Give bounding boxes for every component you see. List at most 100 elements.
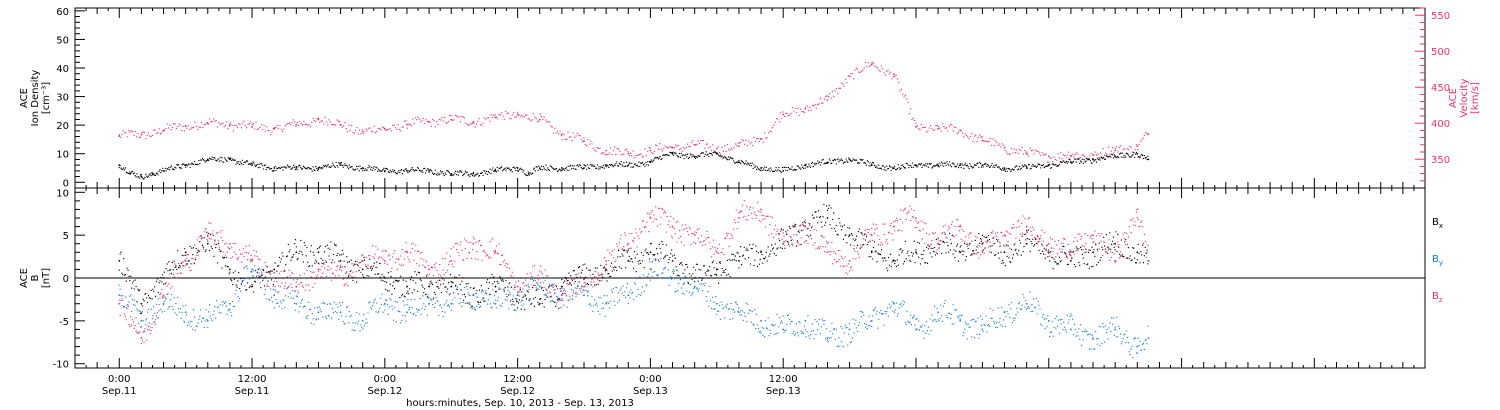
velocity-dot (380, 128, 382, 131)
by-dot (996, 326, 999, 329)
density-dot (355, 165, 358, 168)
bx-dot (1047, 256, 1049, 258)
density-dot (1138, 156, 1140, 158)
by-dot (318, 306, 320, 308)
velocity-dot (131, 131, 134, 133)
bx-dot (1118, 253, 1121, 255)
density-dot (1010, 170, 1012, 173)
bx-dot (152, 288, 154, 290)
density-dot (717, 154, 720, 156)
density-dot (1014, 166, 1016, 168)
bz-dot (418, 264, 421, 267)
velocity-dot (404, 120, 406, 123)
bx-dot (157, 291, 159, 294)
velocity-dot (235, 124, 237, 126)
bx-dot (197, 249, 199, 251)
bz-dot (230, 257, 232, 259)
bx-dot (1007, 245, 1009, 247)
bx-dot (779, 240, 781, 242)
density-dot (231, 159, 233, 162)
bx-dot (827, 207, 829, 210)
bz-dot (241, 253, 243, 255)
density-dot (226, 160, 228, 163)
bx-dot (315, 259, 317, 261)
bx-dot (269, 271, 271, 273)
density-point (295, 167, 298, 169)
bx-dot (234, 270, 236, 272)
density-dot (1005, 168, 1007, 170)
velocity-dot (671, 146, 673, 149)
bz-dot (134, 324, 136, 327)
by-point (184, 311, 187, 314)
density-point (472, 172, 475, 175)
by-dot (240, 284, 243, 286)
velocity-dot (324, 116, 326, 119)
by-dot (649, 279, 652, 281)
density-dot (685, 153, 687, 156)
velocity-dot (130, 130, 132, 132)
by-dot (1004, 325, 1007, 327)
velocity-dot (505, 110, 507, 112)
velocity-dot (608, 152, 610, 154)
density-dot (627, 164, 629, 166)
bx-dot (816, 216, 818, 218)
bx-dot (876, 261, 878, 263)
by-dot (644, 276, 646, 279)
by-dot (313, 323, 315, 325)
by-dot (334, 310, 336, 313)
bx-dot (318, 247, 320, 249)
by-dot (233, 305, 235, 308)
velocity-dot (438, 118, 440, 121)
density-dot (846, 160, 848, 162)
by-dot (1057, 319, 1060, 321)
by-dot (162, 304, 165, 306)
by-dot (124, 296, 127, 298)
by-dot (200, 320, 203, 323)
density-dot (819, 164, 822, 166)
bx-dot (611, 270, 613, 272)
by-dot (1020, 308, 1022, 311)
velocity-dot (879, 70, 881, 72)
density-dot (532, 172, 534, 175)
bx-dot (797, 230, 799, 232)
by-dot (542, 276, 544, 279)
density-dot (1032, 163, 1034, 166)
by-dot (872, 310, 875, 312)
density-dot (292, 166, 294, 169)
bx-dot (655, 248, 658, 250)
density-dot (1057, 165, 1060, 167)
by-dot (598, 296, 600, 299)
bx-dot (274, 262, 276, 264)
bx-dot (826, 209, 829, 212)
bz-dot (304, 289, 306, 291)
by-dot (499, 304, 501, 306)
velocity-dot (316, 117, 318, 120)
bx-dot (1069, 254, 1071, 256)
velocity-dot (392, 124, 394, 126)
density-dot (941, 163, 944, 165)
bz-point (383, 259, 386, 262)
bx-dot (131, 287, 133, 289)
density-dot (459, 170, 461, 172)
bx-dot (325, 261, 328, 263)
by-dot (381, 293, 383, 295)
by-point (162, 302, 165, 305)
by-dot (491, 307, 493, 309)
bx-dot (1133, 257, 1136, 259)
velocity-dot (770, 131, 772, 133)
by-dot (886, 310, 888, 313)
bx-point (649, 251, 652, 254)
velocity-ylabel-line-1: ACE (1448, 88, 1459, 108)
density-dot (703, 155, 706, 158)
by-dot (596, 305, 598, 307)
by-dot (246, 267, 249, 270)
bx-dot (383, 275, 385, 278)
by-dot (161, 311, 163, 313)
density-dot (239, 161, 242, 163)
bx-dot (995, 253, 997, 256)
density-dot (1118, 156, 1120, 159)
by-dot (779, 322, 782, 324)
by-dot (120, 295, 122, 297)
velocity-tick-label: 400 (1431, 119, 1450, 130)
by-dot (230, 311, 232, 313)
